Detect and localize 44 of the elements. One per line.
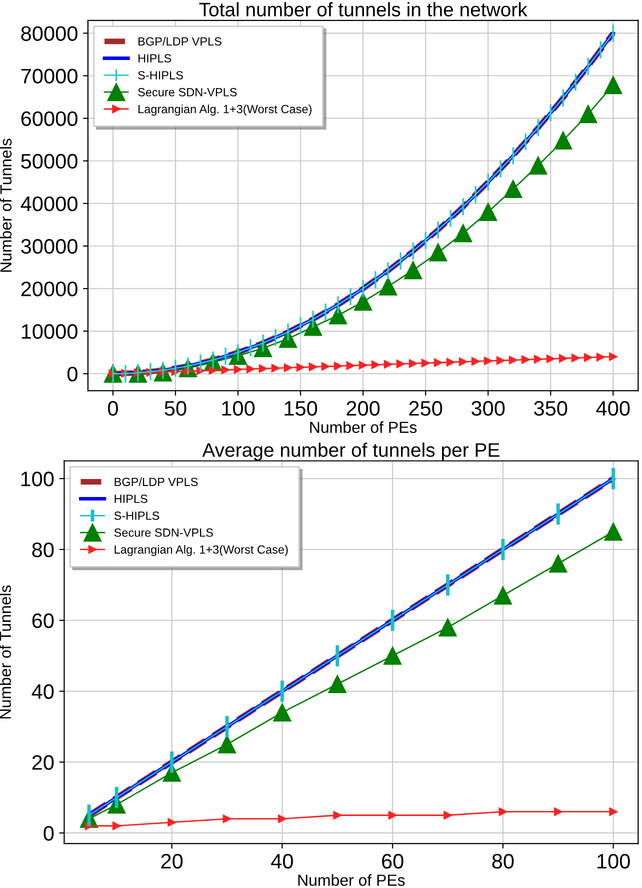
x-tick-label: 100 <box>598 854 630 869</box>
legend-label: HIPLS <box>138 54 172 63</box>
y-tick-label: 60000 <box>21 111 78 126</box>
legend-label: Lagrangian Alg. 1+3(Worst Case) <box>114 545 288 556</box>
x-tick-label: 100 <box>222 400 255 416</box>
x-axis-title: Number of PEs <box>310 421 417 433</box>
x-axis-title: Number of PEs <box>298 874 405 886</box>
y-tick-label: 80000 <box>21 26 78 41</box>
y-tick-label: 50000 <box>21 154 78 169</box>
y-tick-label: 30000 <box>21 239 78 254</box>
y-tick-label: 0 <box>67 366 78 382</box>
x-tick-label: 20 <box>161 854 183 869</box>
y-tick-label: 40000 <box>20 196 78 212</box>
y-tick-label: 0 <box>44 826 54 841</box>
y-tick-label: 100 <box>21 472 54 486</box>
x-tick-label: 80 <box>492 854 514 869</box>
x-tick-label: 40 <box>271 854 293 869</box>
legend-label: Lagrangian Alg. 1+3(Worst Case) <box>138 104 312 116</box>
legend-label: S-HIPLS <box>114 512 160 520</box>
x-tick-label: 0 <box>108 400 118 416</box>
legend-label: Secure SDN-VPLS <box>114 528 213 537</box>
legend-label: Secure SDN-VPLS <box>138 88 237 96</box>
y-tick-label: 20000 <box>21 282 78 296</box>
x-tick-label: 300 <box>472 400 505 416</box>
chart-title: Average number of tunnels per PE <box>202 442 500 461</box>
chart-title: Total number of tunnels in the network <box>199 2 528 16</box>
y-tick-label: 80 <box>32 542 54 558</box>
legend-label: HIPLS <box>114 494 148 503</box>
x-tick-label: 350 <box>534 400 568 416</box>
x-tick-label: 400 <box>596 400 630 416</box>
y-tick-label: 20 <box>32 755 54 770</box>
legend-label: BGP/LDP VPLS <box>114 477 198 486</box>
x-tick-label: 50 <box>164 400 186 416</box>
y-tick-label: 70000 <box>21 68 78 84</box>
legend-label: BGP/LDP VPLS <box>138 36 222 46</box>
x-tick-label: 60 <box>382 854 404 869</box>
legend-label: S-HIPLS <box>138 71 183 80</box>
x-tick-label: 250 <box>409 400 442 416</box>
x-tick-label: 150 <box>284 400 318 416</box>
y-tick-label: 60 <box>32 613 54 628</box>
y-axis-title: Number of Tunnels <box>0 138 12 272</box>
y-tick-label: 40 <box>32 684 54 699</box>
y-tick-label: 10000 <box>22 324 78 339</box>
x-tick-label: 200 <box>346 400 380 416</box>
